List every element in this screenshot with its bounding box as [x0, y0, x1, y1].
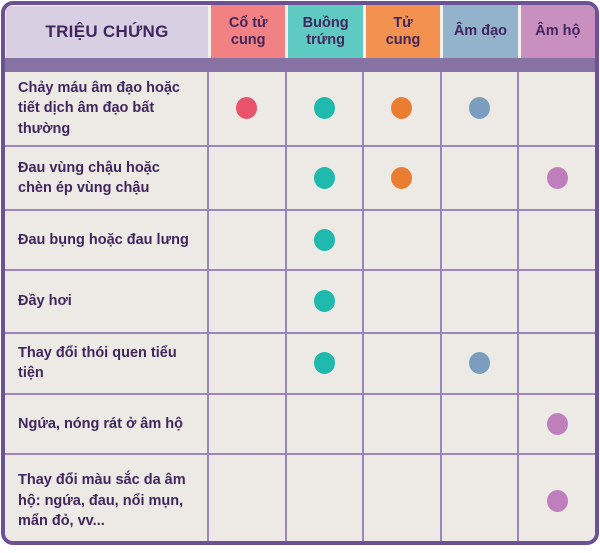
- mark-cell: [439, 454, 518, 541]
- mark-dot: [546, 166, 568, 189]
- mark-cell: [439, 146, 518, 209]
- mark-cell: [362, 210, 440, 269]
- mark-cell: [517, 394, 595, 453]
- mark-cell: [439, 210, 518, 269]
- symptom-label: Đau vùng chậu hoặc chèn ép vùng chậu: [18, 159, 160, 196]
- symptom-cell: Ngứa, nóng rát ở âm hộ: [5, 395, 207, 453]
- mark-cell: [284, 270, 363, 332]
- mark-cell: [207, 210, 285, 269]
- mark-dot: [469, 97, 491, 120]
- column-header-0: Cổ tử cung: [211, 5, 286, 58]
- column-header-4: Âm hộ: [520, 5, 595, 58]
- mark-cell: [284, 146, 363, 209]
- table-row: Đau vùng chậu hoặc chèn ép vùng chậu: [5, 144, 595, 209]
- mark-dot: [313, 166, 335, 189]
- mark-dot: [313, 290, 335, 313]
- symptom-column-header: TRIỆU CHỨNG: [6, 6, 208, 58]
- symptom-column-title: TRIỆU CHỨNG: [45, 22, 169, 41]
- table-row: Chảy máu âm đạo hoặc tiết dịch âm đạo bấ…: [5, 72, 595, 145]
- symptom-label: Thay đổi màu sắc da âm hộ: ngứa, đau, nổ…: [18, 472, 186, 530]
- table-row: Thay đổi thói quen tiểu tiện: [5, 331, 595, 393]
- table-row: Đầy hơi: [5, 268, 595, 332]
- mark-dot: [236, 97, 258, 120]
- mark-cell: [207, 454, 285, 541]
- mark-cell: [439, 333, 518, 393]
- mark-cell: [207, 146, 285, 209]
- table-row: Đau bụng hoặc đau lưng: [5, 208, 595, 269]
- column-header-1: Buồng trứng: [288, 5, 363, 58]
- mark-cell: [517, 270, 595, 332]
- symptom-cell: Đầy hơi: [5, 271, 207, 332]
- symptom-label: Ngứa, nóng rát ở âm hộ: [18, 415, 184, 432]
- mark-cell: [517, 454, 595, 541]
- symptom-label: Đầy hơi: [18, 293, 72, 310]
- mark-cell: [439, 394, 518, 453]
- symptom-cell: Chảy máu âm đạo hoặc tiết dịch âm đạo bấ…: [5, 72, 207, 145]
- mark-cell: [362, 394, 440, 453]
- column-header-label: Cổ tử cung: [228, 14, 268, 48]
- mark-cell: [362, 454, 440, 541]
- column-header-label: Âm hộ: [535, 23, 581, 40]
- mark-dot: [313, 97, 335, 120]
- symptom-label: Đau bụng hoặc đau lưng: [18, 231, 189, 248]
- mark-cell: [207, 270, 285, 332]
- mark-cell: [284, 72, 363, 145]
- mark-cell: [284, 394, 363, 453]
- mark-dot: [391, 97, 413, 120]
- column-header-label: Buồng trứng: [302, 14, 349, 48]
- header-separator-band: [5, 58, 595, 72]
- column-header-3: Âm đạo: [443, 5, 518, 58]
- symptom-cell: Thay đổi màu sắc da âm hộ: ngứa, đau, nổ…: [5, 455, 207, 541]
- symptom-label: Thay đổi thói quen tiểu tiện: [18, 345, 177, 382]
- mark-cell: [439, 270, 518, 332]
- mark-cell: [517, 72, 595, 145]
- mark-dot: [546, 489, 568, 512]
- symptom-cell: Đau vùng chậu hoặc chèn ép vùng chậu: [5, 147, 207, 209]
- mark-dot: [469, 352, 491, 375]
- table-header-row: TRIỆU CHỨNG Cổ tử cung Buồng trứng Tử cung…: [5, 5, 595, 58]
- mark-cell: [284, 333, 363, 393]
- mark-dot: [391, 166, 413, 189]
- table-row: Thay đổi màu sắc da âm hộ: ngứa, đau, nổ…: [5, 452, 595, 541]
- mark-cell: [517, 146, 595, 209]
- mark-cell: [362, 333, 440, 393]
- column-header-label: Tử cung: [385, 14, 421, 48]
- symptom-cell: Thay đổi thói quen tiểu tiện: [5, 334, 207, 393]
- mark-cell: [362, 270, 440, 332]
- symptom-label: Chảy máu âm đạo hoặc tiết dịch âm đạo bấ…: [18, 80, 180, 137]
- mark-cell: [517, 210, 595, 269]
- mark-cell: [207, 72, 285, 145]
- mark-cell: [284, 210, 363, 269]
- mark-dot: [313, 228, 335, 251]
- mark-cell: [207, 333, 285, 393]
- mark-cell: [439, 72, 518, 145]
- table-row: Ngứa, nóng rát ở âm hộ: [5, 392, 595, 453]
- mark-cell: [284, 454, 363, 541]
- mark-cell: [362, 72, 440, 145]
- mark-cell: [207, 394, 285, 453]
- mark-cell: [362, 146, 440, 209]
- table-body: Chảy máu âm đạo hoặc tiết dịch âm đạo bấ…: [5, 72, 595, 541]
- column-header-label: Âm đạo: [453, 23, 507, 40]
- column-header-2: Tử cung: [365, 5, 441, 58]
- mark-dot: [313, 352, 335, 375]
- mark-dot: [546, 412, 568, 435]
- mark-cell: [517, 333, 595, 393]
- symptom-cell: Đau bụng hoặc đau lưng: [5, 211, 207, 269]
